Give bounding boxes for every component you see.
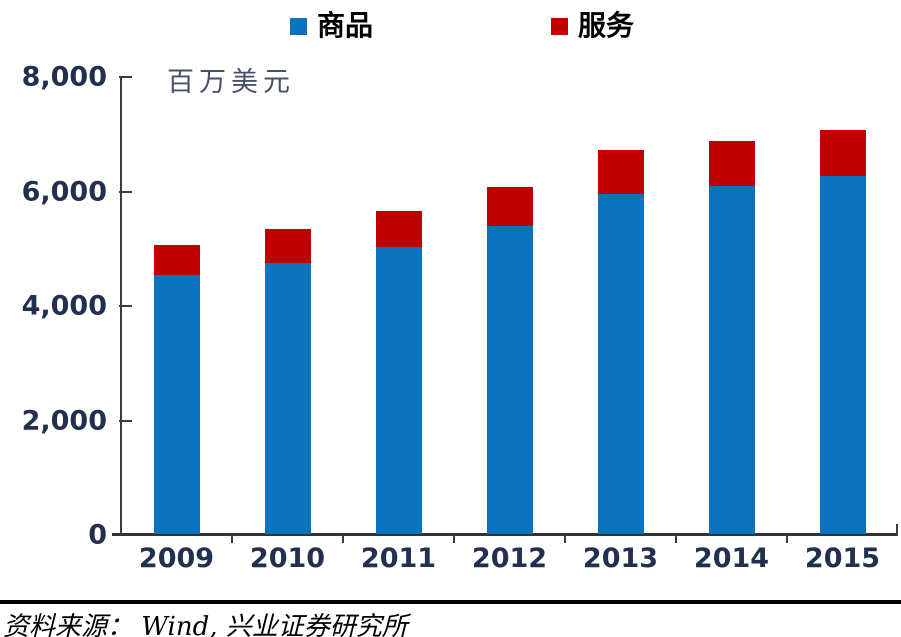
x-tick-label-2009: 2009 xyxy=(138,543,215,574)
y-axis-tick-mark xyxy=(119,420,132,422)
bar-2010-services xyxy=(264,229,311,263)
x-axis-end-tick xyxy=(896,524,898,535)
bar-group-2009 xyxy=(121,77,232,534)
x-axis-tick-labels: 2009 2010 2011 2012 2013 2014 2015 xyxy=(121,543,898,574)
y-tick-label-4000: 4,000 xyxy=(21,290,107,322)
bar-2011-goods xyxy=(375,247,422,534)
y-tick-label-8000: 8,000 xyxy=(21,61,107,93)
bar-stack-2009 xyxy=(153,245,200,534)
bar-2013-services xyxy=(597,150,644,194)
bar-2009-services xyxy=(153,245,200,275)
bar-stack-2010 xyxy=(264,229,311,534)
bar-2015-services xyxy=(819,130,866,176)
y-axis-tick-mark xyxy=(119,191,132,193)
bar-stack-2011 xyxy=(375,211,422,534)
x-axis-tick-mark xyxy=(564,535,566,543)
x-tick-label-2012: 2012 xyxy=(471,543,548,574)
bar-2012-goods xyxy=(486,226,533,534)
x-tick-label-2014: 2014 xyxy=(693,543,770,574)
bar-2011-services xyxy=(375,211,422,247)
bar-group-2010 xyxy=(232,77,343,534)
bar-group-2011 xyxy=(343,77,454,534)
source-text: 资料来源： Wind, 兴业证券研究所 xyxy=(3,612,408,637)
x-axis-tick-mark xyxy=(786,535,788,543)
bar-group-2013 xyxy=(565,77,676,534)
bar-2010-goods xyxy=(264,263,311,534)
source-separator-line xyxy=(0,600,901,604)
y-axis-tick-mark xyxy=(119,305,132,307)
y-tick-label-6000: 6,000 xyxy=(21,176,107,208)
legend-item-services: 服务 xyxy=(551,9,635,42)
y-axis-tick-labels: 8,000 6,000 4,000 2,000 0 xyxy=(0,62,107,551)
x-tick-label-2015: 2015 xyxy=(804,543,881,574)
bar-2015-goods xyxy=(819,176,866,534)
bar-group-2012 xyxy=(454,77,565,534)
bar-group-2015 xyxy=(787,77,898,534)
plot-area xyxy=(121,77,898,534)
bar-stack-2014 xyxy=(708,141,755,534)
x-axis-tick-mark xyxy=(453,535,455,543)
y-axis-unit-label: 百万美元 xyxy=(167,67,295,98)
x-tick-label-2011: 2011 xyxy=(360,543,437,574)
bar-group-2014 xyxy=(676,77,787,534)
x-axis-line xyxy=(112,533,898,536)
goods-color-swatch-icon xyxy=(290,17,307,35)
x-axis-tick-mark xyxy=(342,535,344,543)
bar-stack-2015 xyxy=(819,130,866,534)
bar-stack-2013 xyxy=(597,150,644,534)
x-tick-label-2010: 2010 xyxy=(249,543,326,574)
bar-stack-2012 xyxy=(486,187,533,534)
x-axis-tick-mark xyxy=(231,535,233,543)
legend-item-goods: 商品 xyxy=(290,9,374,42)
y-tick-label-2000: 2,000 xyxy=(21,405,107,437)
x-tick-label-2013: 2013 xyxy=(582,543,659,574)
bar-2012-services xyxy=(486,187,533,226)
bar-2014-services xyxy=(708,141,755,186)
bar-2009-goods xyxy=(153,275,200,534)
y-axis-tick-mark xyxy=(119,76,132,78)
legend-label-goods: 商品 xyxy=(317,9,374,42)
x-axis-tick-mark xyxy=(675,535,677,543)
legend-label-services: 服务 xyxy=(578,9,635,42)
bar-2013-goods xyxy=(597,194,644,534)
y-tick-label-0: 0 xyxy=(88,519,107,551)
bar-2014-goods xyxy=(708,186,755,534)
services-color-swatch-icon xyxy=(551,17,568,35)
